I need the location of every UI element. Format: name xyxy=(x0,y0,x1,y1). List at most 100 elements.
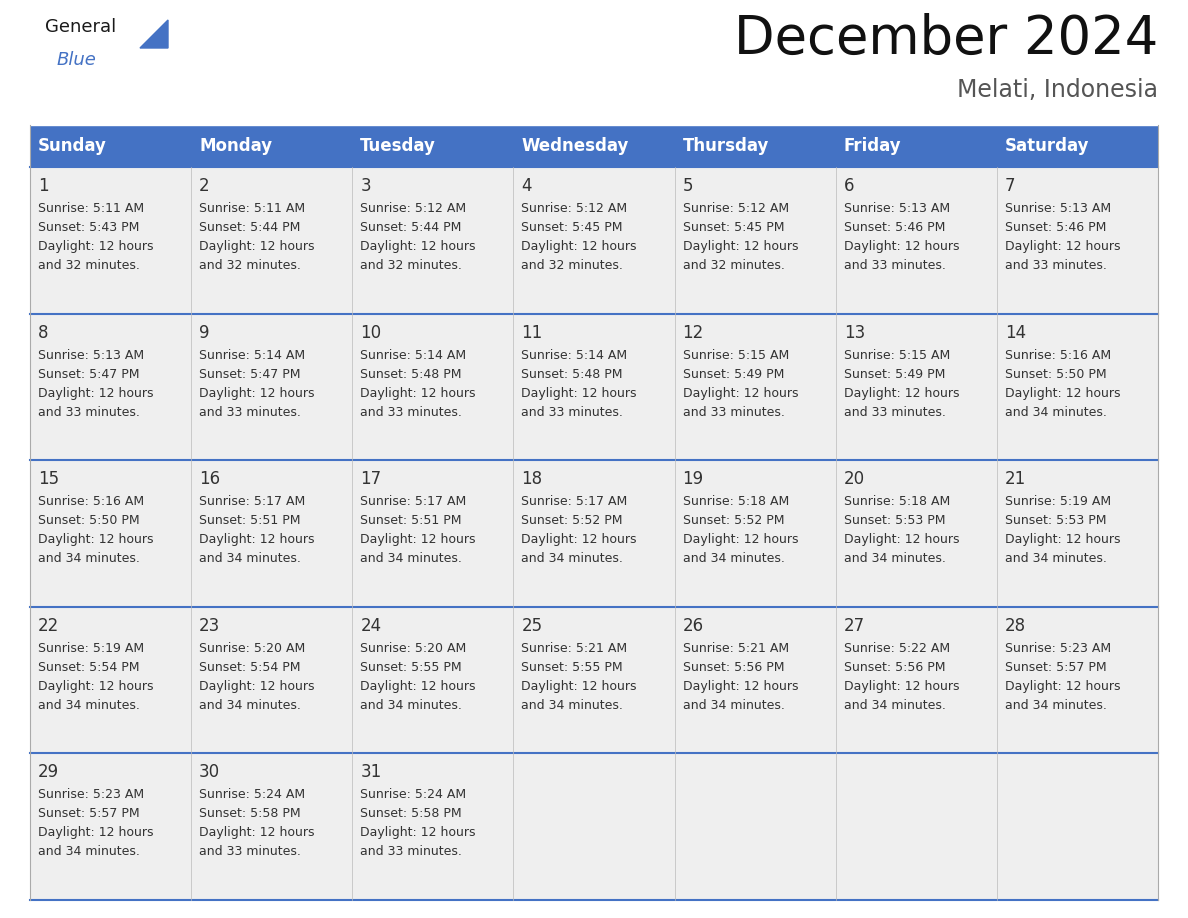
Text: Sunrise: 5:13 AM: Sunrise: 5:13 AM xyxy=(38,349,144,362)
Text: Sunday: Sunday xyxy=(38,137,107,155)
Text: Sunrise: 5:20 AM: Sunrise: 5:20 AM xyxy=(200,642,305,655)
Bar xyxy=(353,314,513,460)
Text: Sunset: 5:58 PM: Sunset: 5:58 PM xyxy=(200,808,301,821)
Text: Daylight: 12 hours: Daylight: 12 hours xyxy=(1005,386,1120,399)
Text: Daylight: 12 hours: Daylight: 12 hours xyxy=(522,680,637,693)
Bar xyxy=(191,754,353,900)
Bar xyxy=(30,460,191,607)
Bar xyxy=(835,754,997,900)
Text: and 34 minutes.: and 34 minutes. xyxy=(38,845,140,858)
Text: and 33 minutes.: and 33 minutes. xyxy=(200,406,301,419)
Text: Sunrise: 5:16 AM: Sunrise: 5:16 AM xyxy=(1005,349,1111,362)
Text: and 34 minutes.: and 34 minutes. xyxy=(1005,406,1107,419)
Text: Daylight: 12 hours: Daylight: 12 hours xyxy=(360,680,475,693)
Bar xyxy=(997,314,1158,460)
Text: 29: 29 xyxy=(38,764,59,781)
Text: Daylight: 12 hours: Daylight: 12 hours xyxy=(683,680,798,693)
Text: 24: 24 xyxy=(360,617,381,635)
Bar xyxy=(30,607,191,754)
Bar xyxy=(353,754,513,900)
Text: Sunset: 5:44 PM: Sunset: 5:44 PM xyxy=(200,221,301,234)
Text: and 33 minutes.: and 33 minutes. xyxy=(360,845,462,858)
Text: 5: 5 xyxy=(683,177,693,195)
Text: Daylight: 12 hours: Daylight: 12 hours xyxy=(200,533,315,546)
Text: Sunset: 5:52 PM: Sunset: 5:52 PM xyxy=(683,514,784,527)
Bar xyxy=(835,314,997,460)
Text: 21: 21 xyxy=(1005,470,1026,488)
Text: 17: 17 xyxy=(360,470,381,488)
Text: 30: 30 xyxy=(200,764,220,781)
Text: and 33 minutes.: and 33 minutes. xyxy=(38,406,140,419)
Text: Daylight: 12 hours: Daylight: 12 hours xyxy=(843,533,959,546)
Text: General: General xyxy=(45,18,116,36)
Text: Sunset: 5:43 PM: Sunset: 5:43 PM xyxy=(38,221,139,234)
Text: 25: 25 xyxy=(522,617,543,635)
Bar xyxy=(997,125,1158,167)
Text: and 33 minutes.: and 33 minutes. xyxy=(360,406,462,419)
Text: Sunset: 5:54 PM: Sunset: 5:54 PM xyxy=(38,661,139,674)
Text: Sunset: 5:55 PM: Sunset: 5:55 PM xyxy=(360,661,462,674)
Text: Sunrise: 5:24 AM: Sunrise: 5:24 AM xyxy=(200,789,305,801)
Text: and 34 minutes.: and 34 minutes. xyxy=(1005,553,1107,565)
Text: 9: 9 xyxy=(200,324,209,341)
Text: Sunrise: 5:11 AM: Sunrise: 5:11 AM xyxy=(200,202,305,215)
Text: and 32 minutes.: and 32 minutes. xyxy=(683,259,784,272)
Text: Sunset: 5:51 PM: Sunset: 5:51 PM xyxy=(360,514,462,527)
Text: Saturday: Saturday xyxy=(1005,137,1089,155)
Text: Sunrise: 5:11 AM: Sunrise: 5:11 AM xyxy=(38,202,144,215)
Text: Blue: Blue xyxy=(57,51,97,69)
Text: and 33 minutes.: and 33 minutes. xyxy=(683,406,784,419)
Text: Daylight: 12 hours: Daylight: 12 hours xyxy=(360,826,475,839)
Text: Sunrise: 5:19 AM: Sunrise: 5:19 AM xyxy=(38,642,144,655)
Text: Sunset: 5:53 PM: Sunset: 5:53 PM xyxy=(1005,514,1106,527)
Text: and 34 minutes.: and 34 minutes. xyxy=(38,699,140,711)
Text: Daylight: 12 hours: Daylight: 12 hours xyxy=(1005,240,1120,253)
Text: and 34 minutes.: and 34 minutes. xyxy=(843,699,946,711)
Text: Sunrise: 5:21 AM: Sunrise: 5:21 AM xyxy=(522,642,627,655)
Text: Daylight: 12 hours: Daylight: 12 hours xyxy=(683,240,798,253)
Text: Sunset: 5:52 PM: Sunset: 5:52 PM xyxy=(522,514,623,527)
Text: Sunset: 5:53 PM: Sunset: 5:53 PM xyxy=(843,514,946,527)
Bar xyxy=(353,125,513,167)
Text: Sunrise: 5:23 AM: Sunrise: 5:23 AM xyxy=(1005,642,1111,655)
Text: and 33 minutes.: and 33 minutes. xyxy=(200,845,301,858)
Bar xyxy=(835,460,997,607)
Text: Sunset: 5:46 PM: Sunset: 5:46 PM xyxy=(843,221,946,234)
Text: and 33 minutes.: and 33 minutes. xyxy=(522,406,624,419)
Text: Monday: Monday xyxy=(200,137,272,155)
Text: Daylight: 12 hours: Daylight: 12 hours xyxy=(38,826,153,839)
Text: and 34 minutes.: and 34 minutes. xyxy=(843,553,946,565)
Polygon shape xyxy=(140,20,168,48)
Text: 6: 6 xyxy=(843,177,854,195)
Text: Sunrise: 5:13 AM: Sunrise: 5:13 AM xyxy=(843,202,950,215)
Text: Sunrise: 5:19 AM: Sunrise: 5:19 AM xyxy=(1005,495,1111,509)
Text: Sunrise: 5:15 AM: Sunrise: 5:15 AM xyxy=(843,349,950,362)
Text: Sunset: 5:58 PM: Sunset: 5:58 PM xyxy=(360,808,462,821)
Text: Daylight: 12 hours: Daylight: 12 hours xyxy=(200,240,315,253)
Bar xyxy=(835,125,997,167)
Text: and 34 minutes.: and 34 minutes. xyxy=(1005,699,1107,711)
Text: 15: 15 xyxy=(38,470,59,488)
Text: Daylight: 12 hours: Daylight: 12 hours xyxy=(522,240,637,253)
Text: Daylight: 12 hours: Daylight: 12 hours xyxy=(360,533,475,546)
Text: Daylight: 12 hours: Daylight: 12 hours xyxy=(360,386,475,399)
Text: 8: 8 xyxy=(38,324,49,341)
Text: Sunrise: 5:22 AM: Sunrise: 5:22 AM xyxy=(843,642,950,655)
Text: 12: 12 xyxy=(683,324,703,341)
Text: and 34 minutes.: and 34 minutes. xyxy=(522,699,624,711)
Text: 28: 28 xyxy=(1005,617,1026,635)
Text: Daylight: 12 hours: Daylight: 12 hours xyxy=(200,680,315,693)
Bar xyxy=(30,167,191,314)
Text: Sunset: 5:54 PM: Sunset: 5:54 PM xyxy=(200,661,301,674)
Bar xyxy=(191,167,353,314)
Text: and 33 minutes.: and 33 minutes. xyxy=(1005,259,1107,272)
Text: Sunrise: 5:15 AM: Sunrise: 5:15 AM xyxy=(683,349,789,362)
Text: 7: 7 xyxy=(1005,177,1016,195)
Text: Friday: Friday xyxy=(843,137,902,155)
Bar xyxy=(353,167,513,314)
Text: Sunrise: 5:18 AM: Sunrise: 5:18 AM xyxy=(843,495,950,509)
Bar xyxy=(30,125,191,167)
Bar xyxy=(353,460,513,607)
Text: Sunrise: 5:17 AM: Sunrise: 5:17 AM xyxy=(200,495,305,509)
Bar xyxy=(513,754,675,900)
